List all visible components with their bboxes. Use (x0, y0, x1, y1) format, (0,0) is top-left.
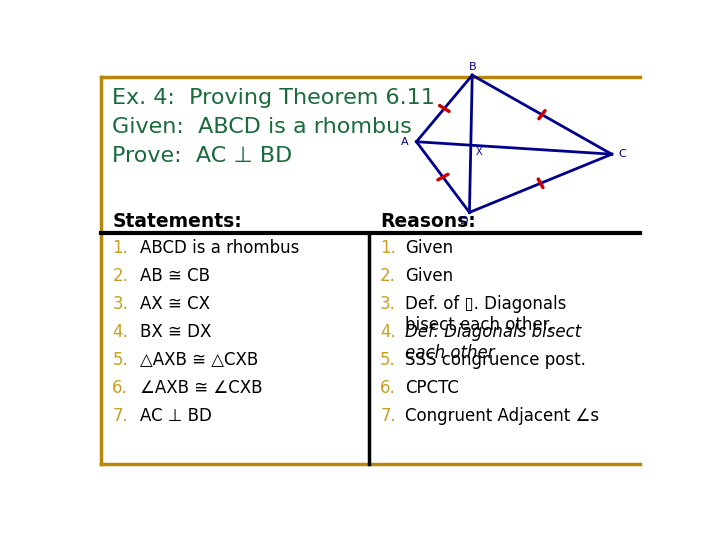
Text: Ex. 4:  Proving Theorem 6.11: Ex. 4: Proving Theorem 6.11 (112, 87, 435, 107)
Text: ∠AXB ≅ ∠CXB: ∠AXB ≅ ∠CXB (140, 380, 263, 397)
Text: 5.: 5. (380, 352, 396, 369)
Text: 6.: 6. (112, 380, 128, 397)
Text: 1.: 1. (112, 239, 128, 258)
Text: Given: Given (405, 267, 454, 286)
Text: 4.: 4. (380, 323, 396, 341)
Text: Given: Given (405, 239, 454, 258)
Text: SSS congruence post.: SSS congruence post. (405, 352, 586, 369)
Text: BX ≅ DX: BX ≅ DX (140, 323, 212, 341)
Text: B: B (469, 62, 476, 72)
Text: 1.: 1. (380, 239, 396, 258)
Text: AX ≅ CX: AX ≅ CX (140, 295, 210, 313)
Text: CPCTC: CPCTC (405, 380, 459, 397)
Text: 7.: 7. (380, 407, 396, 426)
Text: X: X (475, 147, 482, 157)
Text: Prove:  AC ⊥ BD: Prove: AC ⊥ BD (112, 146, 292, 166)
Text: 7.: 7. (112, 407, 128, 426)
Text: Reasons:: Reasons: (380, 212, 476, 231)
Text: Def. of ▯. Diagonals
bisect each other.: Def. of ▯. Diagonals bisect each other. (405, 295, 567, 334)
Text: 4.: 4. (112, 323, 128, 341)
Text: D: D (459, 216, 468, 226)
Text: AC ⊥ BD: AC ⊥ BD (140, 407, 212, 426)
Text: Congruent Adjacent ∠s: Congruent Adjacent ∠s (405, 407, 599, 426)
Text: ABCD is a rhombus: ABCD is a rhombus (140, 239, 300, 258)
Text: Statements:: Statements: (112, 212, 242, 231)
Text: 3.: 3. (112, 295, 128, 313)
Text: Given:  ABCD is a rhombus: Given: ABCD is a rhombus (112, 117, 412, 137)
Text: 3.: 3. (380, 295, 396, 313)
Text: AB ≅ CB: AB ≅ CB (140, 267, 210, 286)
Text: △AXB ≅ △CXB: △AXB ≅ △CXB (140, 352, 258, 369)
Text: Def. Diagonals bisect
each other: Def. Diagonals bisect each other (405, 323, 582, 362)
Text: 2.: 2. (112, 267, 128, 286)
Text: A: A (400, 137, 408, 147)
Text: 6.: 6. (380, 380, 396, 397)
Text: 5.: 5. (112, 352, 128, 369)
Text: C: C (618, 149, 626, 159)
Text: 2.: 2. (380, 267, 396, 286)
